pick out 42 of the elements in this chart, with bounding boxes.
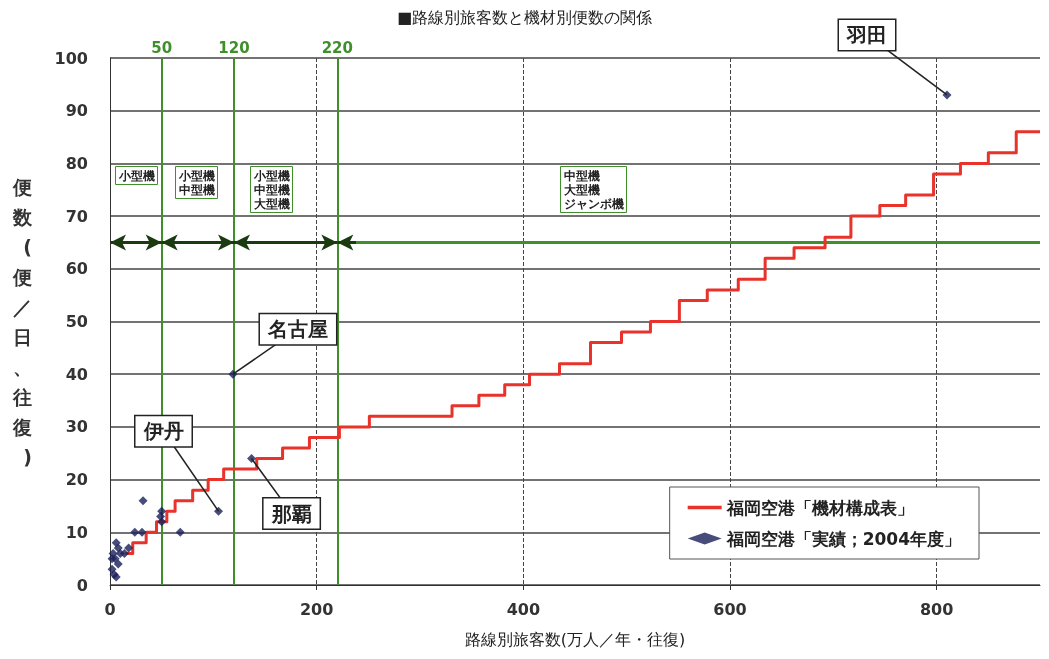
legend-label: 福岡空港「機材構成表」 [725, 497, 914, 518]
point [175, 527, 185, 537]
x-tick-label: 0 [104, 599, 116, 619]
x-tick-label: 200 [299, 599, 334, 619]
chart-title: ■路線別旅客数と機材別便数の関係 [396, 7, 653, 27]
point [138, 496, 148, 506]
annotation: 中型機大型機ジャンボ機 [563, 168, 624, 211]
annotation: 伊丹 [142, 419, 184, 444]
y-tick-label: 80 [65, 153, 88, 173]
point [137, 527, 147, 537]
y-tick-label: 40 [65, 364, 88, 384]
y-tick-label: 50 [65, 312, 88, 331]
legend-label: 福岡空港「実績；2004年度」 [725, 528, 962, 549]
y-tick-label: 60 [65, 259, 88, 279]
annotation: 羽田 [846, 22, 887, 47]
annotation: 小型機 [117, 168, 155, 183]
annotation: 小型機中型機 [177, 168, 215, 197]
y-tick-label: 90 [65, 101, 88, 121]
ref-line-label: 120 [218, 38, 250, 57]
x-tick-label: 600 [713, 599, 747, 619]
point [113, 543, 123, 553]
point [124, 543, 134, 553]
ref-line-label: 220 [321, 38, 353, 57]
point [157, 517, 167, 527]
x-axis-title: 路線別旅客数(万人／年・往復) [464, 629, 686, 649]
annotation: 小型機中型機大型機 [252, 168, 290, 211]
text: 便数(便／日、往復) [13, 175, 32, 468]
y-tick-label: 30 [65, 417, 88, 437]
x-tick-label: 800 [919, 599, 954, 619]
y-tick-label: 0 [76, 575, 88, 595]
y-tick-label: 70 [65, 206, 88, 226]
annotation: 那覇 [270, 501, 312, 526]
annotation: 名古屋 [266, 317, 328, 342]
y-tick-label: 20 [65, 470, 88, 490]
y-tick-label: 10 [65, 522, 88, 542]
point [130, 527, 140, 537]
y-tick-label: 100 [54, 48, 88, 68]
x-tick-label: 400 [506, 599, 541, 619]
point [119, 548, 129, 558]
point [247, 454, 257, 464]
point [113, 559, 123, 569]
ref-line-label: 50 [151, 38, 173, 57]
